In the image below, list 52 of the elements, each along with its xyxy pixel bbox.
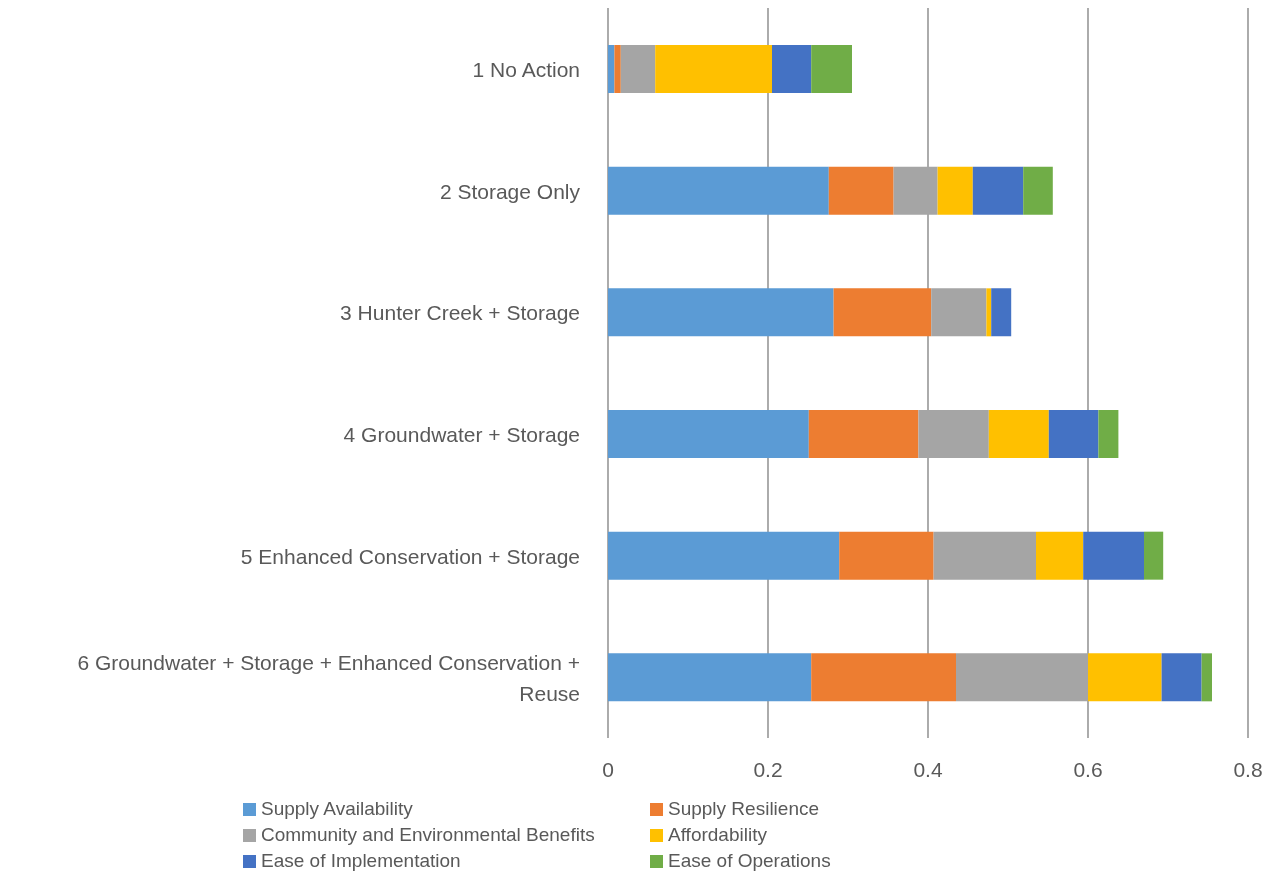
bar [1036, 531, 1084, 580]
bar [918, 410, 989, 458]
bar [1144, 531, 1164, 580]
legend-label: Ease of Implementation [261, 850, 461, 872]
bar [933, 531, 1036, 580]
bar [608, 531, 840, 580]
bar [608, 410, 809, 458]
y-tick-label: 6 Groundwater + Storage + Enhanced Conservation + Reuse [77, 650, 580, 705]
x-tick-label: 0.4 [913, 757, 943, 781]
bar [893, 166, 938, 215]
bar [608, 653, 812, 702]
bar [608, 288, 834, 337]
bar [1048, 410, 1099, 458]
y-tick-label: 2 Storage Only [439, 179, 581, 202]
bar [1201, 653, 1212, 702]
bar [988, 410, 1049, 458]
legend-label: Supply Resilience [668, 798, 820, 820]
bar [811, 45, 852, 93]
bar [972, 166, 1024, 215]
legend-label: Community and Environmental Benefits [261, 824, 595, 846]
bar [828, 166, 894, 215]
bar [608, 166, 829, 215]
bar [1023, 166, 1053, 215]
bar [772, 45, 812, 93]
bar [839, 531, 934, 580]
bar [1088, 653, 1162, 702]
y-tick-label: 4 Groundwater + Storage [343, 422, 580, 446]
x-tick-label: 0.8 [1233, 757, 1263, 781]
bar [931, 288, 987, 337]
x-tick-label: 0.2 [753, 757, 783, 781]
y-tick-label: 1 No Action [472, 57, 580, 81]
bar [937, 166, 973, 215]
bar [811, 653, 956, 702]
bar [808, 410, 919, 458]
bar [1083, 531, 1144, 580]
bar [614, 45, 621, 93]
x-tick-label: 0.6 [1073, 757, 1103, 781]
bar [655, 45, 772, 93]
legend-label: Ease of Operations [668, 850, 831, 872]
bar [956, 653, 1088, 702]
bar [1161, 653, 1202, 702]
bar [833, 288, 932, 337]
bar [986, 288, 992, 337]
x-tick-label: 0 [602, 757, 614, 781]
bar [991, 288, 1012, 337]
y-tick-label: 3 Hunter Creek + Storage [340, 300, 580, 324]
y-tick-label: 5 Enhanced Conservation + Storage [240, 544, 580, 567]
bar [1098, 410, 1119, 458]
bar [620, 45, 656, 93]
bar [608, 45, 615, 93]
legend-label: Affordability [668, 824, 767, 846]
legend-label: Supply Availability [261, 798, 413, 820]
